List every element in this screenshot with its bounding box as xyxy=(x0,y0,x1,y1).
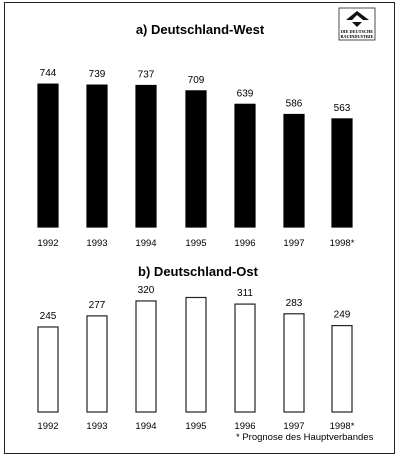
chart-east-bar xyxy=(234,303,256,413)
chart-east-bar xyxy=(86,315,108,413)
chart-west-bar xyxy=(86,84,108,228)
footnote: * Prognose des Hauptverbandes xyxy=(236,432,374,443)
chart-east-tick-label: 1994 xyxy=(135,421,156,432)
chart-west-bar xyxy=(283,113,305,228)
chart-east-value-label: 277 xyxy=(89,300,106,311)
chart-east-tick-label: 1996 xyxy=(234,421,255,432)
chart-west-bar xyxy=(135,84,157,228)
chart-west-bar xyxy=(331,118,353,228)
chart-east-title: b) Deutschland-Ost xyxy=(138,264,259,279)
chart-west-value-label: 739 xyxy=(89,69,106,80)
chart-east-tick-label: 1995 xyxy=(185,421,206,432)
chart-west-value-label: 586 xyxy=(286,98,303,109)
logo-text-line2: BAUINDUSTRIE xyxy=(341,34,374,39)
chart-east-bars: 245 1992 277 1993 320 1994 1995 311 1996 283 1997 2… xyxy=(37,285,355,432)
chart-east-bar xyxy=(37,326,59,413)
logo-triangle-icon xyxy=(352,22,362,27)
chart-west-value-label: 744 xyxy=(40,68,57,79)
logo-roof-icon xyxy=(346,11,369,20)
chart-west-tick-label: 1994 xyxy=(135,238,156,249)
logo-text-line1: DIE DEUTSCHE xyxy=(341,29,373,34)
chart-east-value-label: 245 xyxy=(40,311,57,322)
chart-west-value-label: 737 xyxy=(138,69,155,80)
chart-west-tick-label: 1992 xyxy=(37,238,58,249)
chart-west: a) Deutschland-West 744 1992 739 1993 737 199… xyxy=(37,22,355,249)
chart-west-tick-label: 1995 xyxy=(185,238,206,249)
chart-west-bars: 744 1992 739 1993 737 1994 709 1995 639 1996 586 19… xyxy=(37,68,355,249)
chart-west-tick-label: 1996 xyxy=(234,238,255,249)
chart-east-bar xyxy=(185,296,207,413)
chart-east-tick-label: 1992 xyxy=(37,421,58,432)
chart-west-bar xyxy=(185,90,207,228)
chart-west-value-label: 639 xyxy=(237,88,254,99)
chart-west-value-label: 563 xyxy=(334,103,351,114)
chart-west-tick-label: 1998* xyxy=(330,238,355,249)
chart-east-value-label: 311 xyxy=(237,288,253,299)
chart-west-tick-label: 1997 xyxy=(283,238,304,249)
chart-west-tick-label: 1993 xyxy=(86,238,107,249)
chart-west-value-label: 709 xyxy=(188,75,205,86)
chart-east-value-label: 283 xyxy=(286,298,303,309)
chart-east-value-label: 320 xyxy=(138,285,155,296)
chart-east-tick-label: 1993 xyxy=(86,421,107,432)
chart-west-bar xyxy=(37,83,59,228)
chart-east-bar xyxy=(283,313,305,413)
chart-east-tick-label: 1997 xyxy=(283,421,304,432)
chart-east-value-label: 249 xyxy=(334,310,351,321)
chart-east: b) Deutschland-Ost 245 1992 277 1993 320 1994… xyxy=(37,264,355,432)
chart-east-tick-label: 1998* xyxy=(330,421,355,432)
chart-west-title: a) Deutschland-West xyxy=(136,22,265,37)
chart-east-bar xyxy=(331,324,353,413)
chart-west-bar xyxy=(234,103,256,228)
chart-east-bar xyxy=(135,300,157,413)
logo: DIE DEUTSCHE BAUINDUSTRIE xyxy=(338,7,376,41)
